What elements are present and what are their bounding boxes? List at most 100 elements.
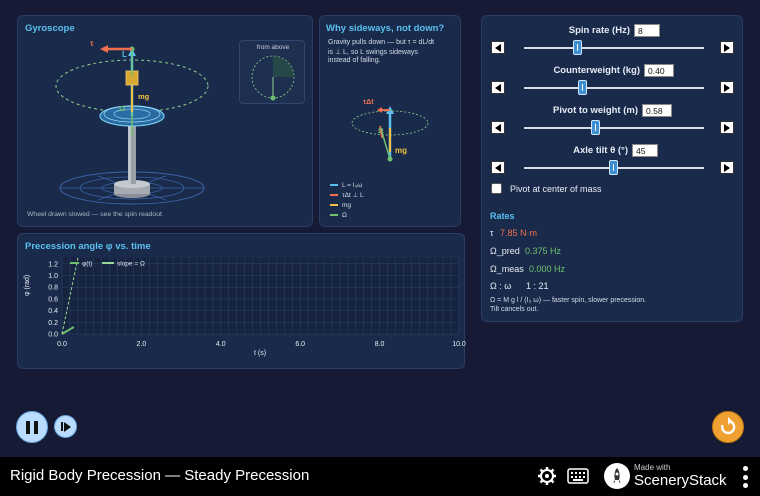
counterweight-decrement[interactable] <box>491 81 505 94</box>
precession-plot-panel: Precession angle φ vs. time 0.0 0.2 0.4 0.6… <box>17 233 466 369</box>
right-arrow-icon <box>724 83 730 92</box>
step-forward-button[interactable] <box>54 415 77 438</box>
top-view-point <box>270 95 276 101</box>
legend-tau-swatch <box>330 194 338 196</box>
keyboard-icon[interactable] <box>567 468 589 484</box>
vector-diagram <box>351 106 429 162</box>
gyroscope-scene[interactable] <box>18 16 314 228</box>
settings-gear-icon[interactable] <box>537 466 557 486</box>
legend-tau-label: τΔt ⊥ L <box>342 192 364 199</box>
rates-note-line-2: Tilt cancels out. <box>490 306 539 313</box>
controls-panel: Spin rate (Hz) 8 Counterweight (kg) 0.40… <box>481 15 743 322</box>
axle-tilt-increment[interactable] <box>720 161 734 174</box>
precession-plot: 0.0 0.2 0.4 0.6 0.8 1.0 1.2 0.0 2.0 4.0 6.0 8.0 10.0… <box>48 257 466 348</box>
phi-series-line <box>61 326 75 335</box>
axle-tilt-decrement[interactable] <box>491 161 505 174</box>
pivot-checkbox-label: Pivot at center of mass <box>510 184 602 194</box>
spin-rate-value[interactable]: 8 <box>634 24 660 37</box>
rates-note-line-1: Ω = M g l / (I₃ ω) — faster spin, slower… <box>490 297 647 304</box>
omega-label: Ω <box>119 104 126 113</box>
y-tick-label: 0.0 <box>48 332 58 339</box>
x-tick-label: 4.0 <box>216 341 226 348</box>
pivot-to-weight-value[interactable]: 0.58 <box>642 104 672 117</box>
rate-omega-pred-value: 0.375 Hz <box>525 246 562 256</box>
pivot-to-weight-increment[interactable] <box>720 121 734 134</box>
pivot-to-weight-title: Pivot to weight (m) <box>553 105 638 116</box>
vector-legend: L = I₃ω τΔt ⊥ L mg Ω <box>330 180 364 220</box>
top-view-label: from above <box>256 44 290 51</box>
rocket-icon <box>613 468 621 483</box>
gyroscope-post <box>128 126 136 184</box>
legend-L-swatch <box>330 184 338 186</box>
rate-omega-pred-label: Ω_pred <box>490 246 520 256</box>
right-arrow-icon <box>724 123 730 132</box>
y-tick-label: 0.6 <box>48 296 58 303</box>
more-options-icon[interactable] <box>743 466 748 488</box>
why-mg-label: mg <box>395 146 407 155</box>
why-omega-label: Ω <box>378 128 384 135</box>
left-arrow-icon <box>495 163 501 172</box>
spin-rate-track[interactable] <box>524 47 704 49</box>
rate-tau-value: 7.85 N·m <box>500 228 538 238</box>
left-arrow-icon <box>495 123 501 132</box>
axle-tilt-value[interactable]: 45 <box>632 144 658 157</box>
legend-mg-label: mg <box>342 201 352 209</box>
y-tick-label: 1.0 <box>48 273 58 280</box>
x-tick-label: 0.0 <box>57 341 67 348</box>
gyroscope-caption: Wheel drawn slowed — see the spin readou… <box>27 211 162 218</box>
legend-omega-label: Ω <box>342 211 347 219</box>
x-tick-label: 10.0 <box>452 341 466 348</box>
why-text-line-1: Gravity pulls down — but τ = dL/dt <box>328 39 435 46</box>
reset-button[interactable] <box>712 411 744 443</box>
rate-omega-meas-label: Ω_meas <box>490 264 524 274</box>
gyroscope-title: Gyroscope <box>25 23 75 34</box>
spin-rate-thumb[interactable] <box>573 40 582 55</box>
slope-series-line <box>61 257 79 335</box>
legend-omega-swatch <box>330 214 338 216</box>
counterweight-thumb[interactable] <box>578 80 588 95</box>
rate-ratio-label: Ω : ω <box>490 281 512 291</box>
y-tick-label: 0.2 <box>48 320 58 327</box>
scenerystack-logo[interactable] <box>604 463 630 489</box>
legend-slope-label: slope = Ω <box>117 261 145 268</box>
why-text-line-2: is ⊥ L, so L swings sideways <box>328 49 418 56</box>
legend-L-label: L = I₃ω <box>342 181 363 189</box>
spin-rate-title: Spin rate (Hz) <box>568 25 630 36</box>
why-sideways-panel: Why sideways, not down? Gravity pulls do… <box>319 15 461 227</box>
y-tick-label: 0.4 <box>48 308 58 315</box>
x-tick-label: 6.0 <box>295 341 305 348</box>
x-tick-label: 2.0 <box>137 341 147 348</box>
legend-mg-swatch <box>330 204 338 206</box>
x-tick-label: 8.0 <box>375 341 385 348</box>
why-text-line-3: instead of falling. <box>328 57 381 64</box>
rates-title: Rates <box>490 211 515 221</box>
pivot-to-weight-decrement[interactable] <box>491 121 505 134</box>
plot-ylabel: φ (rad) <box>24 274 31 296</box>
gyroscope-panel: Gyroscope τ L <box>17 15 313 227</box>
left-arrow-icon <box>495 83 501 92</box>
pivot-checkbox[interactable] <box>491 183 502 194</box>
rate-ratio-value: 1 : 21 <box>526 281 549 291</box>
sim-title: Rigid Body Precession — Steady Precessio… <box>10 467 310 484</box>
reset-icon <box>720 417 736 435</box>
pivot-to-weight-thumb[interactable] <box>591 120 600 135</box>
rate-omega-meas-value: 0.000 Hz <box>529 264 566 274</box>
spin-rate-increment[interactable] <box>720 41 734 54</box>
why-sideways-title: Why sideways, not down? <box>326 23 445 34</box>
right-arrow-icon <box>724 43 730 52</box>
angular-momentum-label: L <box>122 50 127 59</box>
rate-tau-label: τ <box>490 228 494 238</box>
spin-rate-decrement[interactable] <box>491 41 505 54</box>
counterweight-increment[interactable] <box>720 81 734 94</box>
right-arrow-icon <box>724 163 730 172</box>
y-tick-label: 1.2 <box>48 261 58 268</box>
counterweight-value[interactable]: 0.40 <box>644 64 674 77</box>
axle-tilt-title: Axle tilt θ (°) <box>573 145 628 156</box>
pivot-to-weight-track[interactable] <box>524 127 704 129</box>
plot-xlabel: t (s) <box>254 350 267 357</box>
left-arrow-icon <box>495 43 501 52</box>
axle-tilt-thumb[interactable] <box>609 160 618 175</box>
pause-button[interactable] <box>16 411 48 443</box>
counterweight-track[interactable] <box>524 87 704 89</box>
torque-label: τ <box>90 39 94 48</box>
